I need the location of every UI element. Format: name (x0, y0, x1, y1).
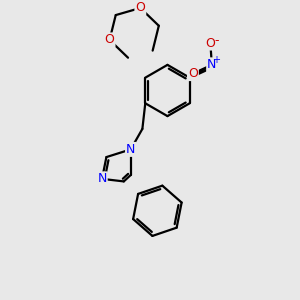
Text: N: N (97, 172, 107, 185)
Text: +: + (212, 55, 220, 64)
Text: -: - (214, 34, 218, 46)
Text: O: O (188, 67, 198, 80)
Text: N: N (126, 143, 135, 156)
Text: O: O (105, 34, 115, 46)
Text: N: N (207, 58, 217, 71)
Text: O: O (206, 37, 215, 50)
Text: O: O (135, 2, 145, 14)
